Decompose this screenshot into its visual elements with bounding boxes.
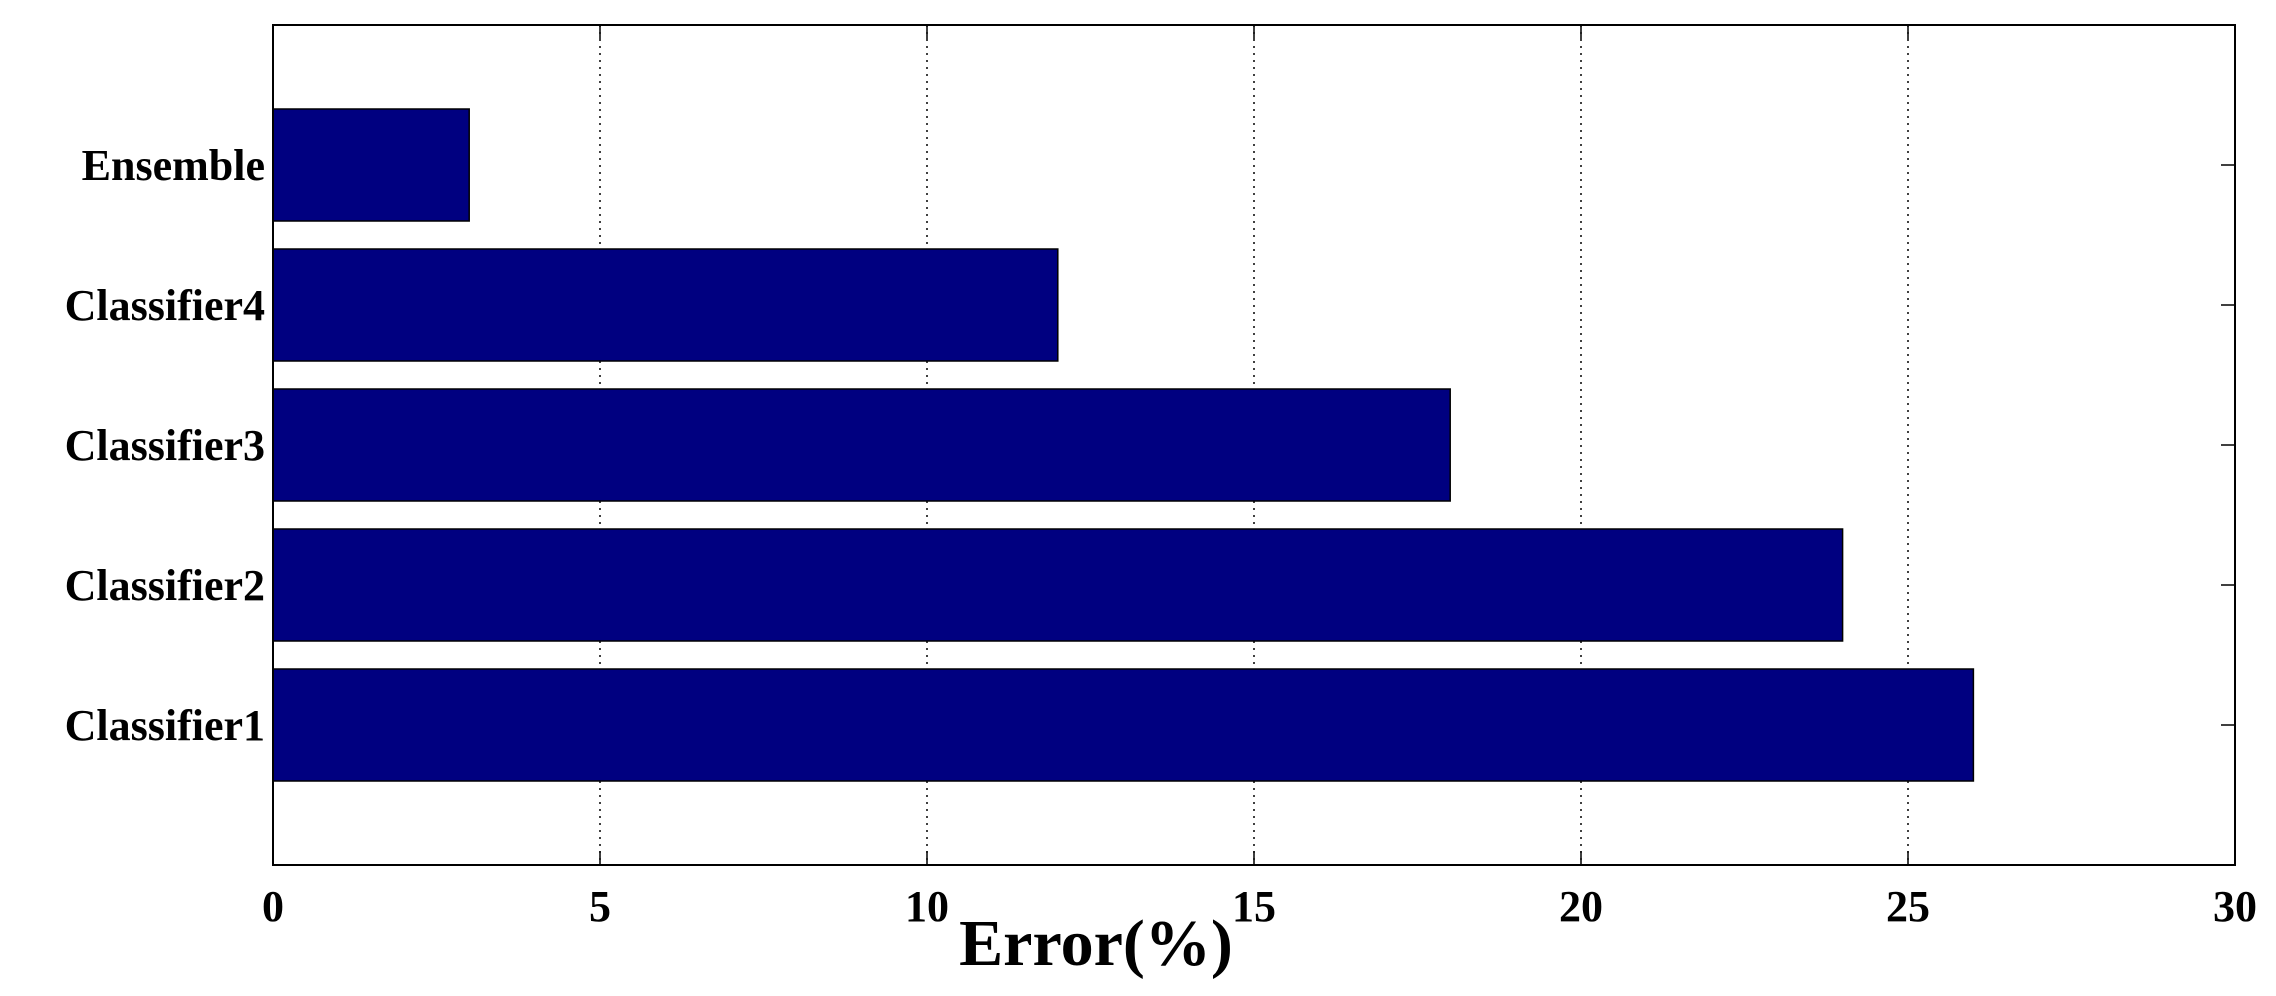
x-tick-label: 20 <box>1559 882 1603 931</box>
plot-frame <box>272 24 2236 866</box>
x-tick-label: 10 <box>905 882 949 931</box>
y-tick-label: Classifier4 <box>65 281 265 330</box>
bar <box>272 248 1059 362</box>
x-axis-label: Error(%) <box>959 907 1233 980</box>
bar <box>272 668 1975 782</box>
x-tick-label: 15 <box>1232 882 1276 931</box>
y-tick-label: Ensemble <box>82 141 265 190</box>
y-tick-label: Classifier2 <box>65 561 265 610</box>
bar <box>272 388 1451 502</box>
x-tick-label: 5 <box>589 882 611 931</box>
bar <box>272 108 470 222</box>
bar <box>272 528 1844 642</box>
x-tick-label: 0 <box>262 882 284 931</box>
y-tick-label: Classifier1 <box>65 701 265 750</box>
y-tick-label: Classifier3 <box>65 421 265 470</box>
x-tick-label: 30 <box>2213 882 2257 931</box>
x-tick-label: 25 <box>1886 882 1930 931</box>
